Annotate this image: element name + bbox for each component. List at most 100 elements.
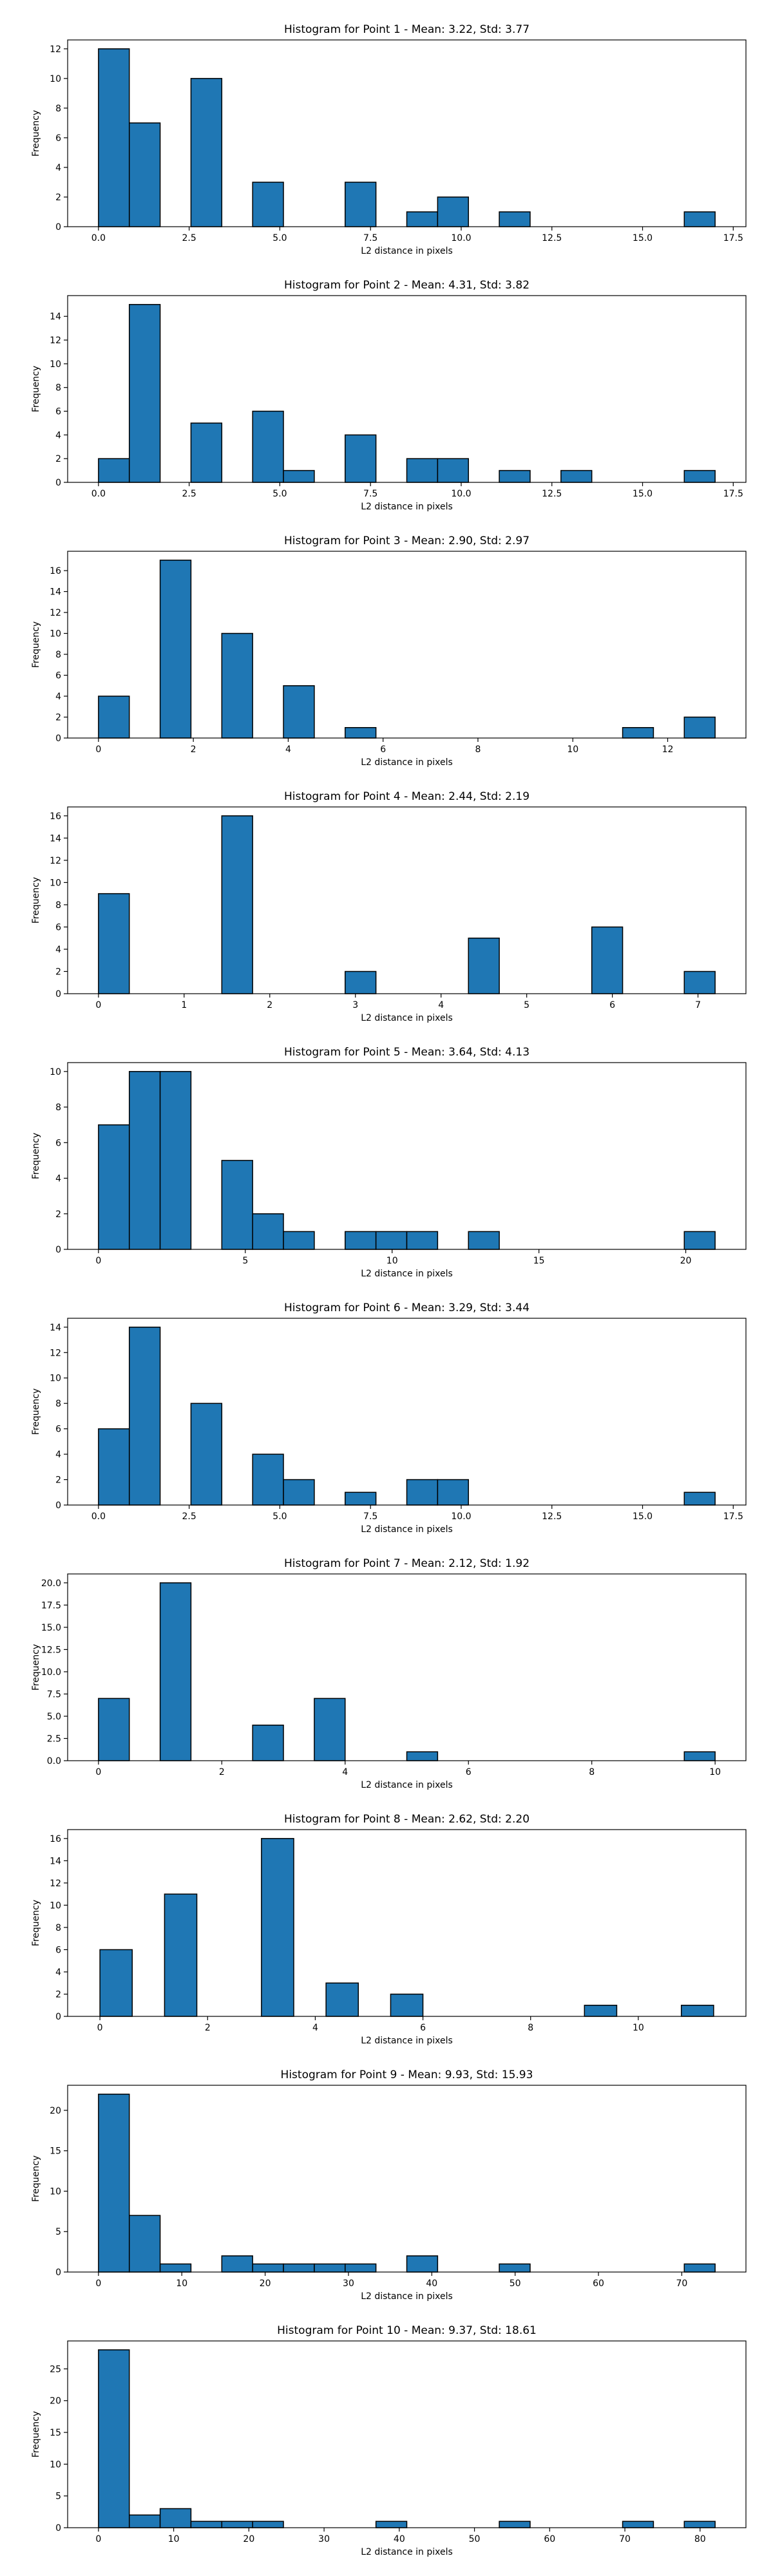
histogram-bar (221, 2521, 253, 2528)
y-tick-label: 10 (50, 878, 61, 888)
chart-title: Histogram for Point 10 - Mean: 9.37, Std… (277, 2324, 537, 2337)
x-tick-label: 15.0 (633, 489, 653, 499)
x-tick-label: 7.5 (363, 489, 377, 499)
y-tick-label: 16 (50, 811, 61, 822)
y-tick-label: 0 (55, 1245, 61, 1255)
y-tick-label: 14 (50, 833, 61, 844)
y-tick-label: 4 (55, 1967, 61, 1978)
x-axis-label: L2 distance in pixels (361, 1524, 453, 1535)
x-axis-label: L2 distance in pixels (361, 757, 453, 768)
x-tick-label: 7 (695, 1000, 701, 1010)
y-tick-label: 10 (50, 359, 61, 370)
x-tick-label: 2.5 (182, 233, 196, 243)
histogram-bar (159, 2508, 192, 2528)
x-tick-label: 2 (267, 1000, 272, 1010)
x-tick-label: 4 (312, 2023, 318, 2033)
histogram-panel-3: Histogram for Point 3 - Mean: 2.90, Std:… (31, 535, 747, 768)
x-tick-label: 8 (589, 1767, 595, 1777)
x-tick-label: 2.5 (182, 489, 196, 499)
x-tick-label: 40 (394, 2534, 405, 2544)
histogram-bar (221, 1160, 253, 1250)
y-tick-label: 6 (55, 922, 61, 933)
x-tick-label: 0.0 (91, 233, 106, 243)
y-tick-label: 0.0 (47, 1756, 61, 1766)
x-tick-label: 0 (97, 2023, 103, 2033)
x-tick-label: 10.0 (451, 1511, 471, 1522)
x-tick-label: 4 (438, 1000, 444, 1010)
y-tick-label: 2 (55, 1989, 61, 2000)
x-tick-label: 10.0 (451, 233, 471, 243)
histogram-bar (252, 2521, 284, 2528)
y-tick-label: 10.0 (41, 1667, 61, 1678)
y-tick-label: 0 (55, 2268, 61, 2278)
x-tick-label: 17.5 (723, 489, 743, 499)
chart-title: Histogram for Point 8 - Mean: 2.62, Std:… (284, 1813, 530, 1826)
plot-frame (67, 1318, 747, 1506)
histogram-bar (560, 469, 593, 483)
histogram-bar (128, 122, 161, 227)
histogram-panel-6: Histogram for Point 6 - Mean: 3.29, Std:… (31, 1302, 747, 1535)
y-tick-label: 6 (55, 1945, 61, 1955)
y-tick-label: 8 (55, 650, 61, 660)
histogram-panel-1: Histogram for Point 1 - Mean: 3.22, Std:… (31, 23, 747, 256)
histogram-bar (128, 1071, 161, 1250)
histogram-bar (98, 696, 130, 739)
x-tick-label: 2.5 (182, 1511, 196, 1522)
y-tick-label: 12 (50, 44, 61, 55)
histogram-bar (680, 2004, 714, 2017)
histogram-bar (375, 2521, 408, 2528)
x-tick-label: 5.0 (272, 233, 287, 243)
x-tick-label: 8 (528, 2023, 533, 2033)
chart-title: Histogram for Point 4 - Mean: 2.44, Std:… (284, 790, 530, 803)
histogram-bar (406, 211, 439, 227)
x-tick-label: 4 (285, 744, 291, 755)
y-axis-label: Frequency (31, 1900, 41, 1946)
y-axis-label: Frequency (31, 877, 41, 923)
y-tick-label: 2 (55, 1475, 61, 1486)
chart-title: Histogram for Point 9 - Mean: 9.93, Std:… (281, 2069, 533, 2081)
x-tick-label: 0 (95, 1767, 101, 1777)
x-tick-label: 10 (386, 1256, 398, 1266)
y-tick-label: 4 (55, 1450, 61, 1460)
histogram-bar (345, 971, 377, 994)
y-tick-label: 2.5 (47, 1734, 61, 1744)
x-tick-label: 0 (95, 2278, 101, 2289)
x-tick-label: 15.0 (633, 233, 653, 243)
y-tick-label: 12 (50, 856, 61, 866)
chart-title: Histogram for Point 5 - Mean: 3.64, Std:… (284, 1046, 530, 1059)
x-tick-label: 10 (633, 2023, 644, 2033)
x-tick-label: 70 (619, 2534, 631, 2544)
histogram-bar (499, 2521, 531, 2528)
y-tick-label: 6 (55, 133, 61, 144)
x-tick-label: 6 (609, 1000, 615, 1010)
y-tick-label: 12.5 (41, 1645, 61, 1655)
x-tick-label: 15.0 (633, 1511, 653, 1522)
x-tick-label: 0 (95, 2534, 101, 2544)
histogram-bar (345, 727, 377, 739)
histogram-bar (683, 1231, 716, 1250)
x-tick-label: 0 (95, 1256, 101, 1266)
x-tick-label: 12 (662, 744, 674, 755)
y-axis-label: Frequency (31, 1644, 41, 1690)
histogram-bar (252, 1725, 284, 1761)
x-tick-label: 0 (95, 1000, 101, 1010)
x-tick-label: 30 (343, 2278, 354, 2289)
histogram-bar (499, 2263, 531, 2273)
x-tick-label: 0 (95, 744, 101, 755)
y-tick-label: 14 (50, 587, 61, 598)
y-tick-label: 12 (50, 1879, 61, 1889)
histogram-bar (128, 2215, 161, 2273)
x-tick-label: 2 (191, 744, 196, 755)
histogram-bar (406, 458, 439, 483)
histogram-panel-7: Histogram for Point 7 - Mean: 2.12, Std:… (31, 1557, 747, 1790)
x-tick-label: 6 (380, 744, 386, 755)
y-axis-label: Frequency (31, 621, 41, 668)
histogram-bar (390, 1993, 424, 2017)
y-tick-label: 8 (55, 383, 61, 393)
histogram-bar (406, 1479, 439, 1506)
y-tick-label: 8 (55, 1399, 61, 1409)
histogram-bar (252, 2263, 284, 2273)
histogram-bar (128, 2514, 161, 2528)
y-axis-label: Frequency (31, 366, 41, 412)
chart-title: Histogram for Point 6 - Mean: 3.29, Std:… (284, 1302, 530, 1314)
